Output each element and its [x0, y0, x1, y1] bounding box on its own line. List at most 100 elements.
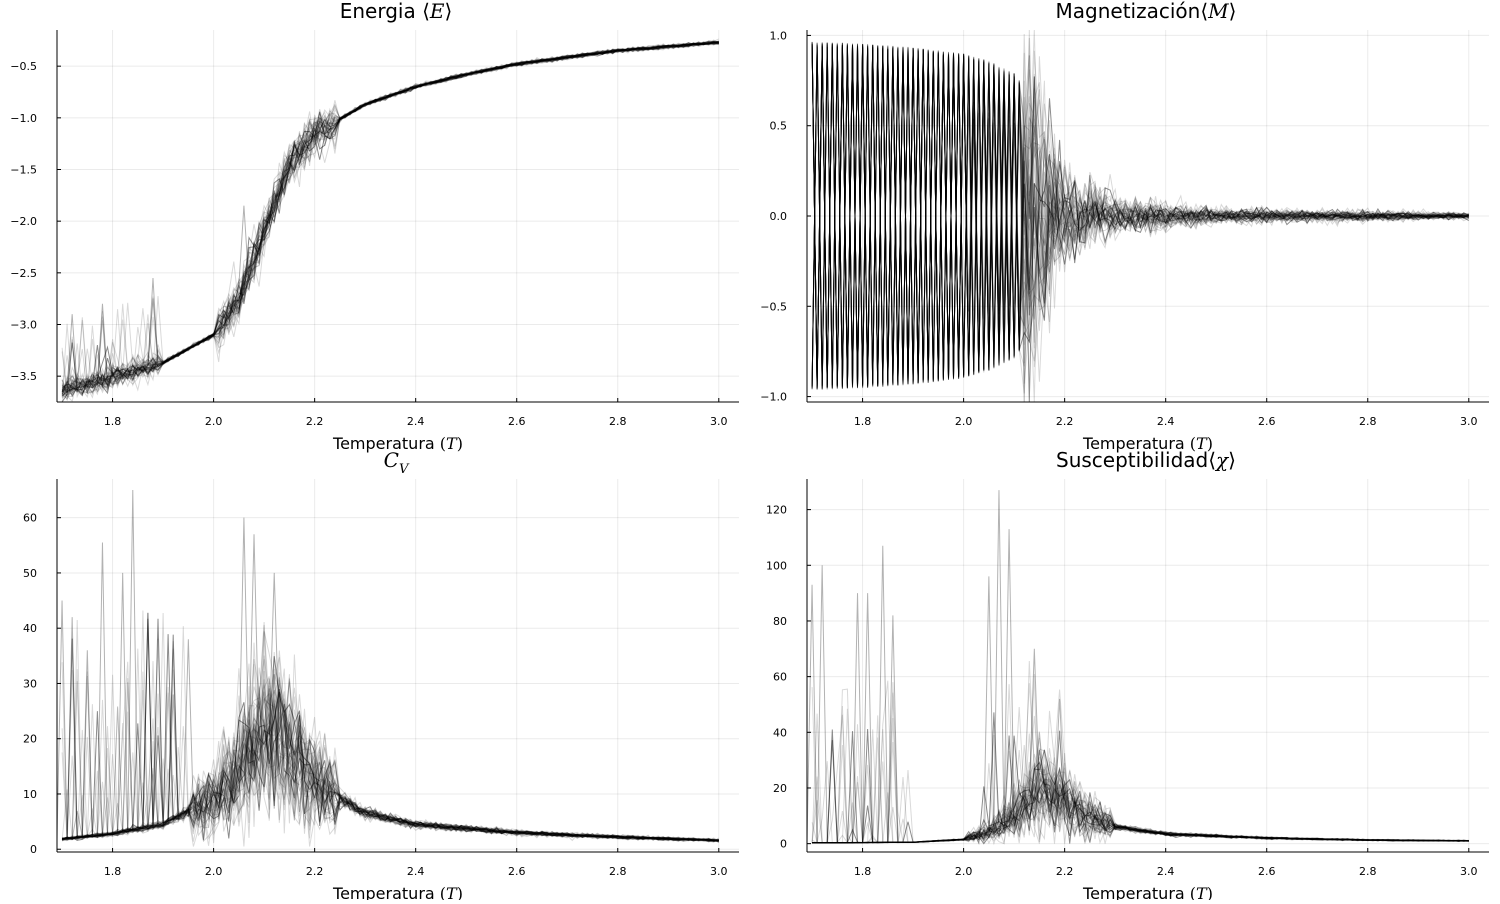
series-line	[812, 731, 1469, 845]
x-tick-label: 2.6	[508, 865, 526, 878]
x-axis-label: Temperatura (T)	[1082, 434, 1213, 453]
series-line	[61, 41, 719, 396]
series-line	[61, 39, 720, 392]
y-tick-label: 120	[766, 504, 787, 517]
spike-line	[877, 545, 889, 843]
series-line	[811, 713, 1469, 844]
series-line	[62, 40, 719, 398]
series-line	[62, 41, 720, 394]
series-line	[812, 753, 1469, 844]
series-line	[811, 42, 1470, 389]
series-line	[812, 748, 1469, 844]
x-tick-label: 2.4	[1157, 865, 1175, 878]
series-line	[812, 715, 1469, 844]
series-line	[812, 768, 1469, 844]
series-line	[62, 42, 719, 394]
series-line	[61, 42, 719, 400]
series-line	[812, 769, 1469, 844]
series-line	[812, 753, 1469, 845]
series-line	[62, 684, 719, 842]
series-line	[812, 737, 1469, 844]
series-line	[61, 40, 719, 392]
series-line	[812, 710, 1469, 844]
x-tick-label: 2.0	[205, 865, 223, 878]
spike-line	[993, 490, 1005, 826]
spike-line	[127, 490, 139, 831]
series-line	[811, 42, 1470, 390]
series-line	[61, 42, 719, 397]
x-tick-label: 3.0	[1460, 415, 1478, 428]
series-line	[812, 776, 1469, 845]
series-line	[812, 772, 1469, 844]
series-line	[811, 43, 1469, 389]
series-group	[56, 490, 720, 847]
series-line	[61, 41, 719, 397]
spike-line	[816, 565, 828, 843]
spike-line	[56, 600, 68, 840]
series-line	[62, 677, 719, 842]
series-line	[62, 612, 719, 842]
series-line	[62, 648, 719, 842]
series-line	[61, 664, 719, 842]
y-tick-label: 0	[780, 838, 787, 851]
panel-magnetizacion: 1.8 2.0 2.2 2.4 2.6 2.8 3.0 −1.0 −0.5 0.0 0.5 1.0 Ma…	[760, 0, 1489, 453]
series-line	[62, 41, 719, 396]
y-tick-label: 100	[766, 559, 787, 572]
x-tick-label: 2.4	[1157, 415, 1175, 428]
series-line	[61, 41, 719, 394]
series-line	[811, 43, 1469, 389]
series-line	[61, 41, 719, 399]
x-tick-label: 2.4	[407, 415, 425, 428]
x-tick-label: 1.8	[854, 865, 872, 878]
spike-line	[66, 617, 78, 839]
spike-line	[1028, 648, 1040, 794]
series-line	[62, 618, 719, 842]
x-axis-label: Temperatura (T)	[332, 434, 463, 453]
series-line	[61, 41, 719, 394]
series-line	[811, 43, 1470, 388]
series-line	[811, 44, 1469, 390]
series-line	[62, 687, 719, 847]
y-tick-label: 60	[773, 671, 787, 684]
series-line	[811, 42, 1469, 387]
series-line	[812, 682, 1469, 844]
x-tick-label: 2.0	[955, 865, 973, 878]
spike-line	[887, 615, 899, 843]
x-tick-label: 2.6	[1258, 865, 1276, 878]
series-line	[62, 683, 719, 843]
y-tick-label: 30	[23, 677, 37, 690]
series-line	[62, 624, 719, 842]
series-line	[812, 756, 1469, 844]
spike-line	[851, 593, 864, 843]
series-line	[61, 630, 719, 843]
series-line	[812, 737, 1469, 844]
series-line	[812, 728, 1469, 845]
series-line	[61, 42, 719, 403]
series-line	[61, 672, 720, 844]
series-line	[812, 749, 1469, 844]
series-line	[62, 621, 719, 842]
spike-line	[1003, 529, 1015, 820]
y-tick-label: 0.0	[770, 210, 788, 223]
y-tick-label: −1.0	[760, 391, 787, 404]
spike-line	[983, 576, 995, 833]
series-line	[62, 696, 719, 843]
series-line	[812, 712, 1469, 845]
series-line	[61, 42, 719, 392]
series-line	[61, 700, 719, 843]
x-tick-label: 3.0	[1460, 865, 1478, 878]
series-line	[811, 42, 1470, 389]
series-line	[62, 668, 719, 842]
x-tick-label: 2.2	[306, 865, 324, 878]
spike-line	[248, 534, 260, 746]
series-line	[61, 41, 720, 396]
series-line	[811, 43, 1470, 389]
series-line	[61, 41, 719, 397]
series-line	[62, 692, 719, 842]
x-axis-label: Temperatura (T)	[1082, 884, 1213, 900]
series-line	[812, 689, 1469, 844]
y-tick-label: −2.5	[10, 267, 37, 280]
series-line	[812, 733, 1469, 844]
y-tick-label: 20	[23, 733, 37, 746]
series-line	[61, 700, 719, 841]
